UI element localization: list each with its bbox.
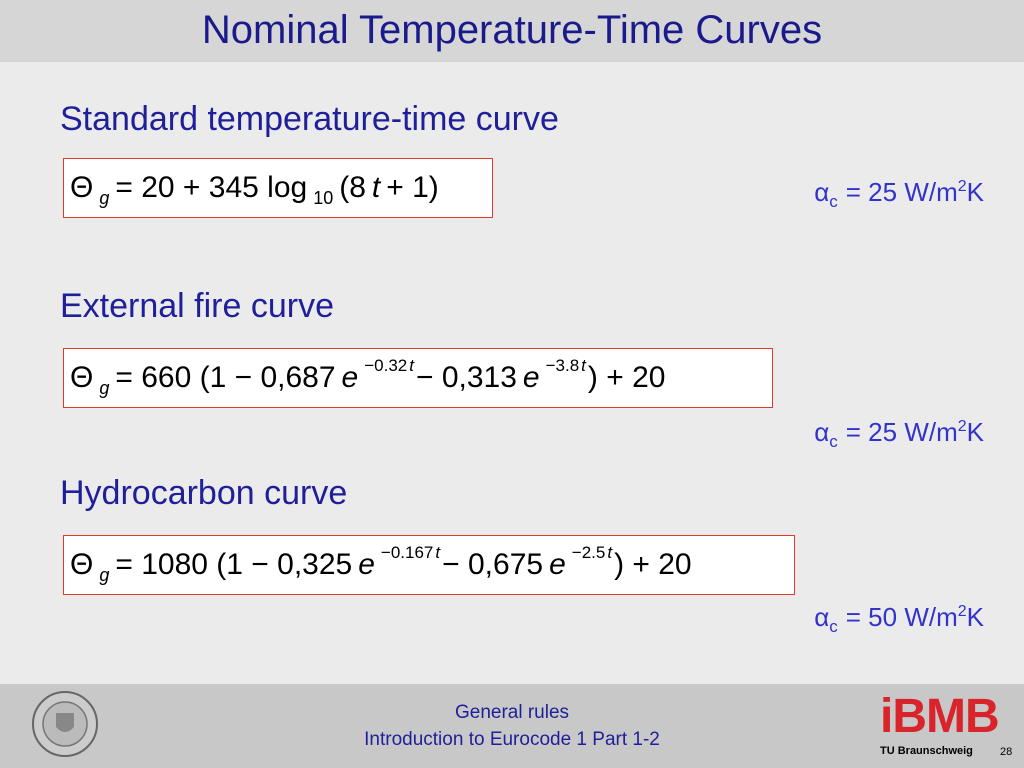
- coefficient-part: α: [814, 602, 830, 632]
- coefficient-part: K: [966, 602, 984, 632]
- formula-part: −0.32: [364, 356, 408, 375]
- formula-part: = 660 (1 − 0,687: [115, 361, 336, 394]
- coefficient-part: K: [966, 417, 984, 447]
- formula-part: ) + 20: [587, 361, 666, 394]
- formula-part: g: [99, 564, 110, 585]
- formula-part: e: [522, 361, 540, 394]
- ibmb-logo: iBMB: [880, 690, 1000, 743]
- coefficient-part: 2: [957, 603, 967, 620]
- coefficient-part: c: [829, 432, 838, 451]
- formula-part: t: [435, 543, 441, 562]
- coefficient-part: α: [814, 417, 830, 447]
- formula-part: e: [358, 548, 375, 581]
- university-name: TU Braunschweig: [880, 745, 973, 757]
- formula-part: −0.167: [380, 543, 434, 562]
- coefficient-part: 2: [957, 418, 967, 435]
- coefficient-part: α: [814, 177, 830, 207]
- formula-part: −2.5: [571, 543, 606, 562]
- formula-part: − 0,313: [415, 361, 517, 394]
- formula-part: g: [99, 377, 110, 398]
- coefficient-part: = 25 W/m: [845, 417, 958, 447]
- heat-coefficient: αc = 25 W/m2K: [814, 417, 984, 451]
- section-heading: External fire curve: [60, 287, 334, 325]
- formula-part: ) + 20: [614, 548, 692, 581]
- footer-band: General rules Introduction to Eurocode 1…: [0, 684, 1024, 768]
- formula-part: t: [607, 543, 613, 562]
- footer-topic: General rules: [454, 702, 570, 723]
- formula-part: = 1080 (1 − 0,325: [115, 548, 353, 581]
- coefficient-part: c: [829, 192, 838, 211]
- formula-part: t: [371, 171, 381, 204]
- section-heading: Hydrocarbon curve: [60, 474, 348, 512]
- formula-part: g: [99, 187, 110, 208]
- coefficient-part: c: [829, 617, 838, 636]
- formula-part: e: [341, 361, 359, 394]
- coefficient-part: = 50 W/m: [845, 602, 958, 632]
- formula-part: (8: [339, 171, 366, 204]
- coefficient-part: = 25 W/m: [845, 177, 958, 207]
- formula-part: t: [409, 356, 414, 375]
- formula-part: Θ: [70, 548, 94, 581]
- coefficient-part: K: [966, 177, 984, 207]
- coefficient-part: 2: [957, 178, 967, 195]
- formula-part: Θ: [70, 361, 94, 394]
- university-seal: [32, 691, 98, 757]
- slide-title: Nominal Temperature-Time Curves: [201, 8, 823, 52]
- page-number: 28: [1000, 746, 1013, 758]
- footer-course: Introduction to Eurocode 1 Part 1-2: [364, 729, 660, 750]
- section-heading: Standard temperature-time curve: [60, 100, 559, 138]
- formula-part: e: [549, 548, 566, 581]
- heat-coefficient: αc = 25 W/m2K: [814, 177, 984, 211]
- formula-part: = 20 + 345 log: [115, 171, 308, 204]
- formula-part: + 1): [386, 171, 439, 204]
- formula-part: t: [581, 356, 586, 375]
- heat-coefficient: αc = 50 W/m2K: [814, 602, 984, 636]
- formula-part: −3.8: [545, 356, 580, 375]
- formula-part: Θ: [70, 171, 94, 204]
- header-band: Nominal Temperature-Time Curves: [0, 0, 1024, 62]
- formula-part: 10: [313, 187, 334, 208]
- formula-part: − 0,675: [442, 548, 544, 581]
